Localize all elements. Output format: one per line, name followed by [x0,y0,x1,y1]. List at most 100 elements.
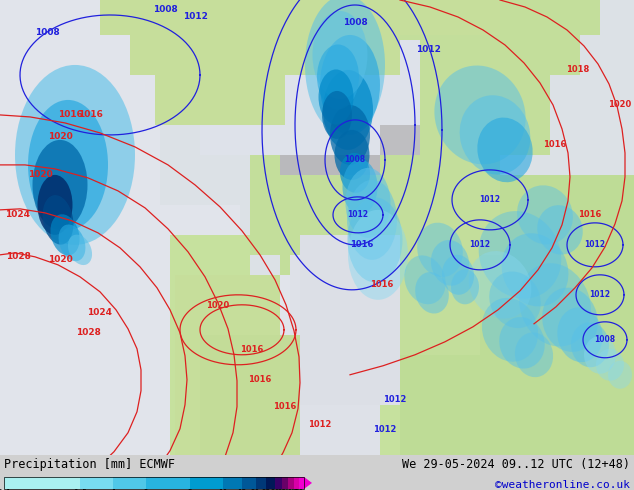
Ellipse shape [28,100,108,230]
Text: 1012: 1012 [183,12,207,22]
Text: 1024: 1024 [6,210,30,220]
Ellipse shape [557,307,603,362]
Text: 1016: 1016 [77,110,103,120]
Bar [190,477,223,489]
Ellipse shape [346,168,391,238]
Text: 1016: 1016 [351,241,373,249]
Ellipse shape [434,66,526,164]
Bar [288,477,294,489]
Ellipse shape [499,317,545,368]
Text: 1012: 1012 [384,395,406,404]
Bar [4,477,304,489]
Text: 1008: 1008 [344,155,366,165]
Text: 1012: 1012 [590,290,611,299]
Ellipse shape [340,153,370,193]
Text: 1016: 1016 [240,345,264,354]
Ellipse shape [347,180,397,260]
Ellipse shape [515,332,553,377]
Ellipse shape [477,118,533,182]
Text: 1008: 1008 [595,335,616,344]
Text: 1016: 1016 [58,110,82,120]
Ellipse shape [330,105,370,165]
Ellipse shape [596,349,624,381]
Bar [256,477,266,489]
Ellipse shape [537,205,583,255]
Bar [4,477,81,489]
Ellipse shape [320,35,380,135]
Ellipse shape [584,336,616,374]
Ellipse shape [571,322,609,367]
Ellipse shape [608,361,632,389]
Ellipse shape [489,271,541,328]
Text: 1020: 1020 [28,171,53,179]
Text: 1012: 1012 [585,241,605,249]
Text: 1008: 1008 [342,19,367,27]
Ellipse shape [542,288,598,352]
Text: 1028: 1028 [6,252,30,261]
Ellipse shape [323,70,373,150]
Ellipse shape [479,211,561,298]
Bar [81,477,113,489]
Bar [299,477,304,489]
Ellipse shape [342,159,377,214]
Ellipse shape [348,210,408,300]
Text: 1012: 1012 [373,425,397,434]
Bar [223,477,242,489]
Text: 1016: 1016 [249,375,272,384]
Text: 1008: 1008 [35,28,60,37]
Text: 1012: 1012 [416,46,441,54]
Ellipse shape [335,130,370,180]
Text: 1018: 1018 [566,66,590,74]
Ellipse shape [451,270,479,304]
Ellipse shape [37,175,72,235]
Text: 1012: 1012 [479,196,500,204]
Ellipse shape [32,140,87,230]
Ellipse shape [317,45,359,109]
Ellipse shape [42,195,74,245]
Text: 1028: 1028 [75,328,100,337]
Ellipse shape [482,298,538,362]
Ellipse shape [51,214,80,255]
Bar [242,477,256,489]
Text: We 29-05-2024 09..12 UTC (12+48): We 29-05-2024 09..12 UTC (12+48) [402,458,630,471]
Ellipse shape [517,185,573,245]
Ellipse shape [404,255,446,304]
Text: 1020: 1020 [48,132,72,142]
Ellipse shape [347,197,403,282]
Text: 1012: 1012 [347,210,368,220]
Polygon shape [304,477,312,489]
Text: Precipitation [mm] ECMWF: Precipitation [mm] ECMWF [4,458,175,471]
Ellipse shape [322,91,352,139]
Ellipse shape [501,233,569,306]
Bar [282,477,288,489]
Text: 1020: 1020 [609,100,631,109]
Text: 1024: 1024 [87,308,112,318]
Bar [294,477,299,489]
Text: 1016: 1016 [370,280,394,289]
Text: 1016: 1016 [273,402,297,411]
Text: 1012: 1012 [308,420,332,429]
Ellipse shape [469,251,531,318]
Ellipse shape [15,65,135,245]
Bar [266,477,275,489]
Text: 1016: 1016 [543,141,567,149]
Ellipse shape [415,272,449,314]
Ellipse shape [460,95,531,174]
Ellipse shape [417,222,463,277]
Text: ©weatheronline.co.uk: ©weatheronline.co.uk [495,480,630,490]
Text: 1012: 1012 [470,241,491,249]
Text: 1020: 1020 [48,255,72,264]
Ellipse shape [313,11,368,99]
Text: 1020: 1020 [207,301,230,310]
Ellipse shape [431,240,469,286]
Ellipse shape [519,263,591,346]
Ellipse shape [305,0,385,135]
Ellipse shape [68,235,92,265]
Ellipse shape [318,70,354,124]
Text: 1008: 1008 [153,5,178,15]
Text: 1016: 1016 [578,210,602,220]
Ellipse shape [442,255,474,295]
Bar [275,477,282,489]
Bar [113,477,146,489]
Bar [146,477,190,489]
